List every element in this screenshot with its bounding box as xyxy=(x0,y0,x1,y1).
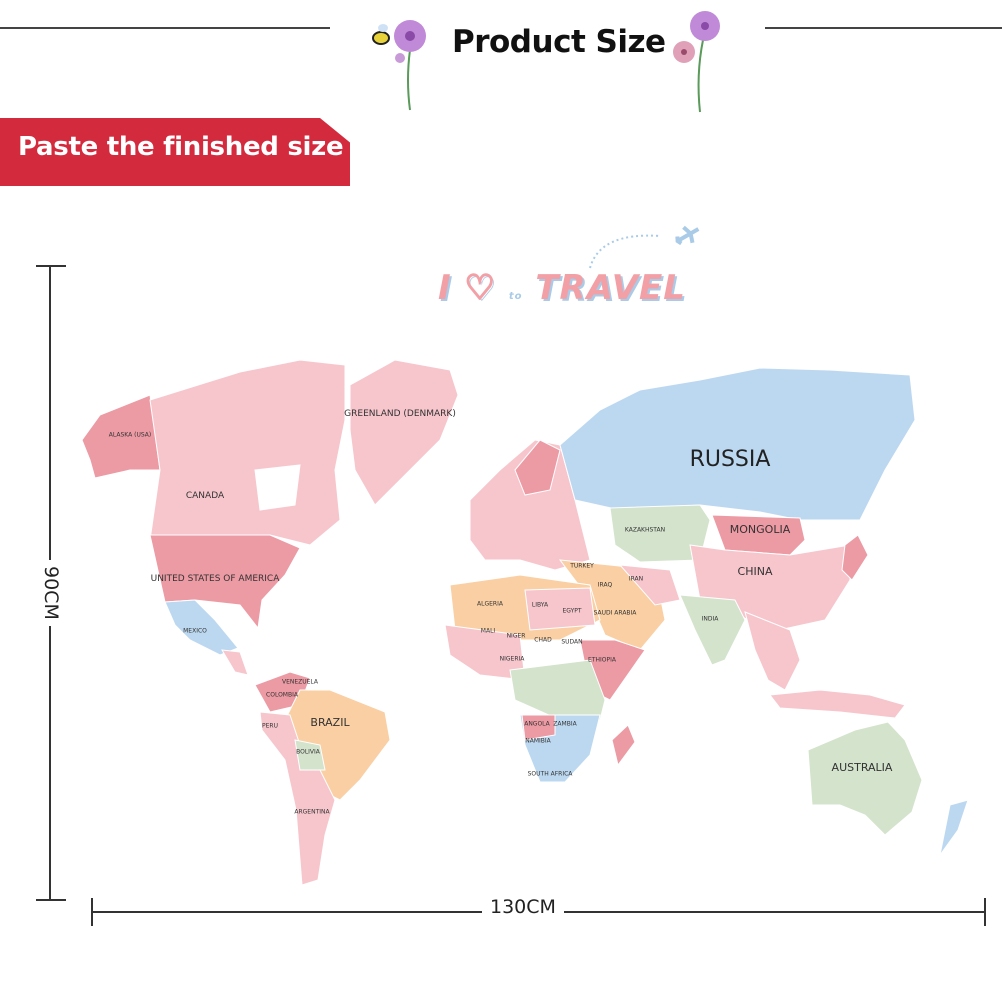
country-label: AUSTRALIA xyxy=(831,760,893,774)
country-label: CANADA xyxy=(185,491,225,502)
height-label: 90CM xyxy=(40,560,62,626)
slogan-travel: TRAVEL xyxy=(535,268,686,308)
country-label: NAMIBIA xyxy=(525,737,551,745)
region-bolivia xyxy=(294,739,326,771)
region-europe xyxy=(469,439,591,571)
region-iran xyxy=(618,564,681,606)
country-label: VENEZUELA xyxy=(281,678,319,686)
region-madagascar xyxy=(611,724,636,767)
country-label: SOUTH AFRICA xyxy=(527,770,573,778)
country-label: SUDAN xyxy=(561,638,583,646)
flower-icon xyxy=(673,11,720,113)
header-rule-right xyxy=(765,27,1002,29)
country-label: PERU xyxy=(262,722,278,730)
country-label: CHAD xyxy=(534,636,552,644)
region-angola xyxy=(521,714,556,741)
country-label: ANGOLA xyxy=(524,720,550,728)
region-libya-egypt xyxy=(524,587,596,631)
width-label: 130CM xyxy=(482,896,564,918)
country-label: BOLIVIA xyxy=(296,748,320,756)
region-russia xyxy=(559,367,916,521)
slogan-to: to xyxy=(508,291,523,302)
country-label: ZAMBIA xyxy=(553,720,577,728)
region-indonesia xyxy=(769,689,906,719)
country-label: SAUDI ARABIA xyxy=(593,609,637,617)
banner-text: Paste the finished size xyxy=(18,132,344,162)
country-label: UNITED STATES OF AMERICA xyxy=(150,574,280,585)
country-label: GREENLAND (DENMARK) xyxy=(344,409,456,420)
country-label: EGYPT xyxy=(562,607,582,615)
region-greenland xyxy=(349,359,459,506)
region-alaska xyxy=(81,394,161,479)
country-label: LIBYA xyxy=(531,601,549,609)
finished-size-banner: Paste the finished size xyxy=(0,118,350,186)
region-andes xyxy=(259,711,336,886)
travel-slogan: I ♡ to TRAVEL xyxy=(438,267,686,309)
airplane-icon xyxy=(675,225,700,246)
country-label: COLOMBIA xyxy=(266,691,298,699)
header-rule-left xyxy=(0,27,330,29)
bee-icon xyxy=(372,24,390,45)
country-label: KAZAKHSTAN xyxy=(624,526,666,534)
region-new-zealand xyxy=(939,799,969,856)
slogan-i: I xyxy=(438,268,452,308)
country-label: NIGERIA xyxy=(499,655,525,663)
heart-icon: ♡ xyxy=(463,267,496,309)
country-label: ETHIOPIA xyxy=(588,656,616,664)
region-central-africa xyxy=(509,659,606,721)
country-label: ALGERIA xyxy=(477,600,503,608)
region-india xyxy=(679,594,746,666)
region-australia xyxy=(807,721,923,836)
page-title: Product Size xyxy=(452,24,666,60)
world-map xyxy=(81,359,969,886)
region-japan xyxy=(841,534,869,581)
country-label: TURKEY xyxy=(570,562,594,570)
region-canada xyxy=(149,359,346,546)
country-label: BRAZIL xyxy=(310,715,350,729)
country-label: ALASKA (USA) xyxy=(108,431,152,439)
region-hudson xyxy=(254,464,301,511)
flight-path xyxy=(589,234,661,269)
country-label: RUSSIA xyxy=(689,446,771,472)
country-label: MALI xyxy=(480,627,496,635)
region-scandinavia xyxy=(514,439,561,496)
country-label: IRAQ xyxy=(597,581,613,589)
country-label: NIGER xyxy=(506,632,526,640)
region-mongolia xyxy=(711,514,806,556)
country-label: INDIA xyxy=(701,615,719,623)
flower-icon xyxy=(394,20,426,111)
country-label: IRAN xyxy=(628,575,644,583)
country-label: MONGOLIA xyxy=(729,522,791,536)
region-west-africa xyxy=(444,624,526,681)
region-se-asia xyxy=(744,611,801,691)
country-label: ARGENTINA xyxy=(294,808,330,816)
country-label: MEXICO xyxy=(183,627,207,635)
region-central-america xyxy=(221,649,249,676)
country-label: CHINA xyxy=(737,564,773,578)
